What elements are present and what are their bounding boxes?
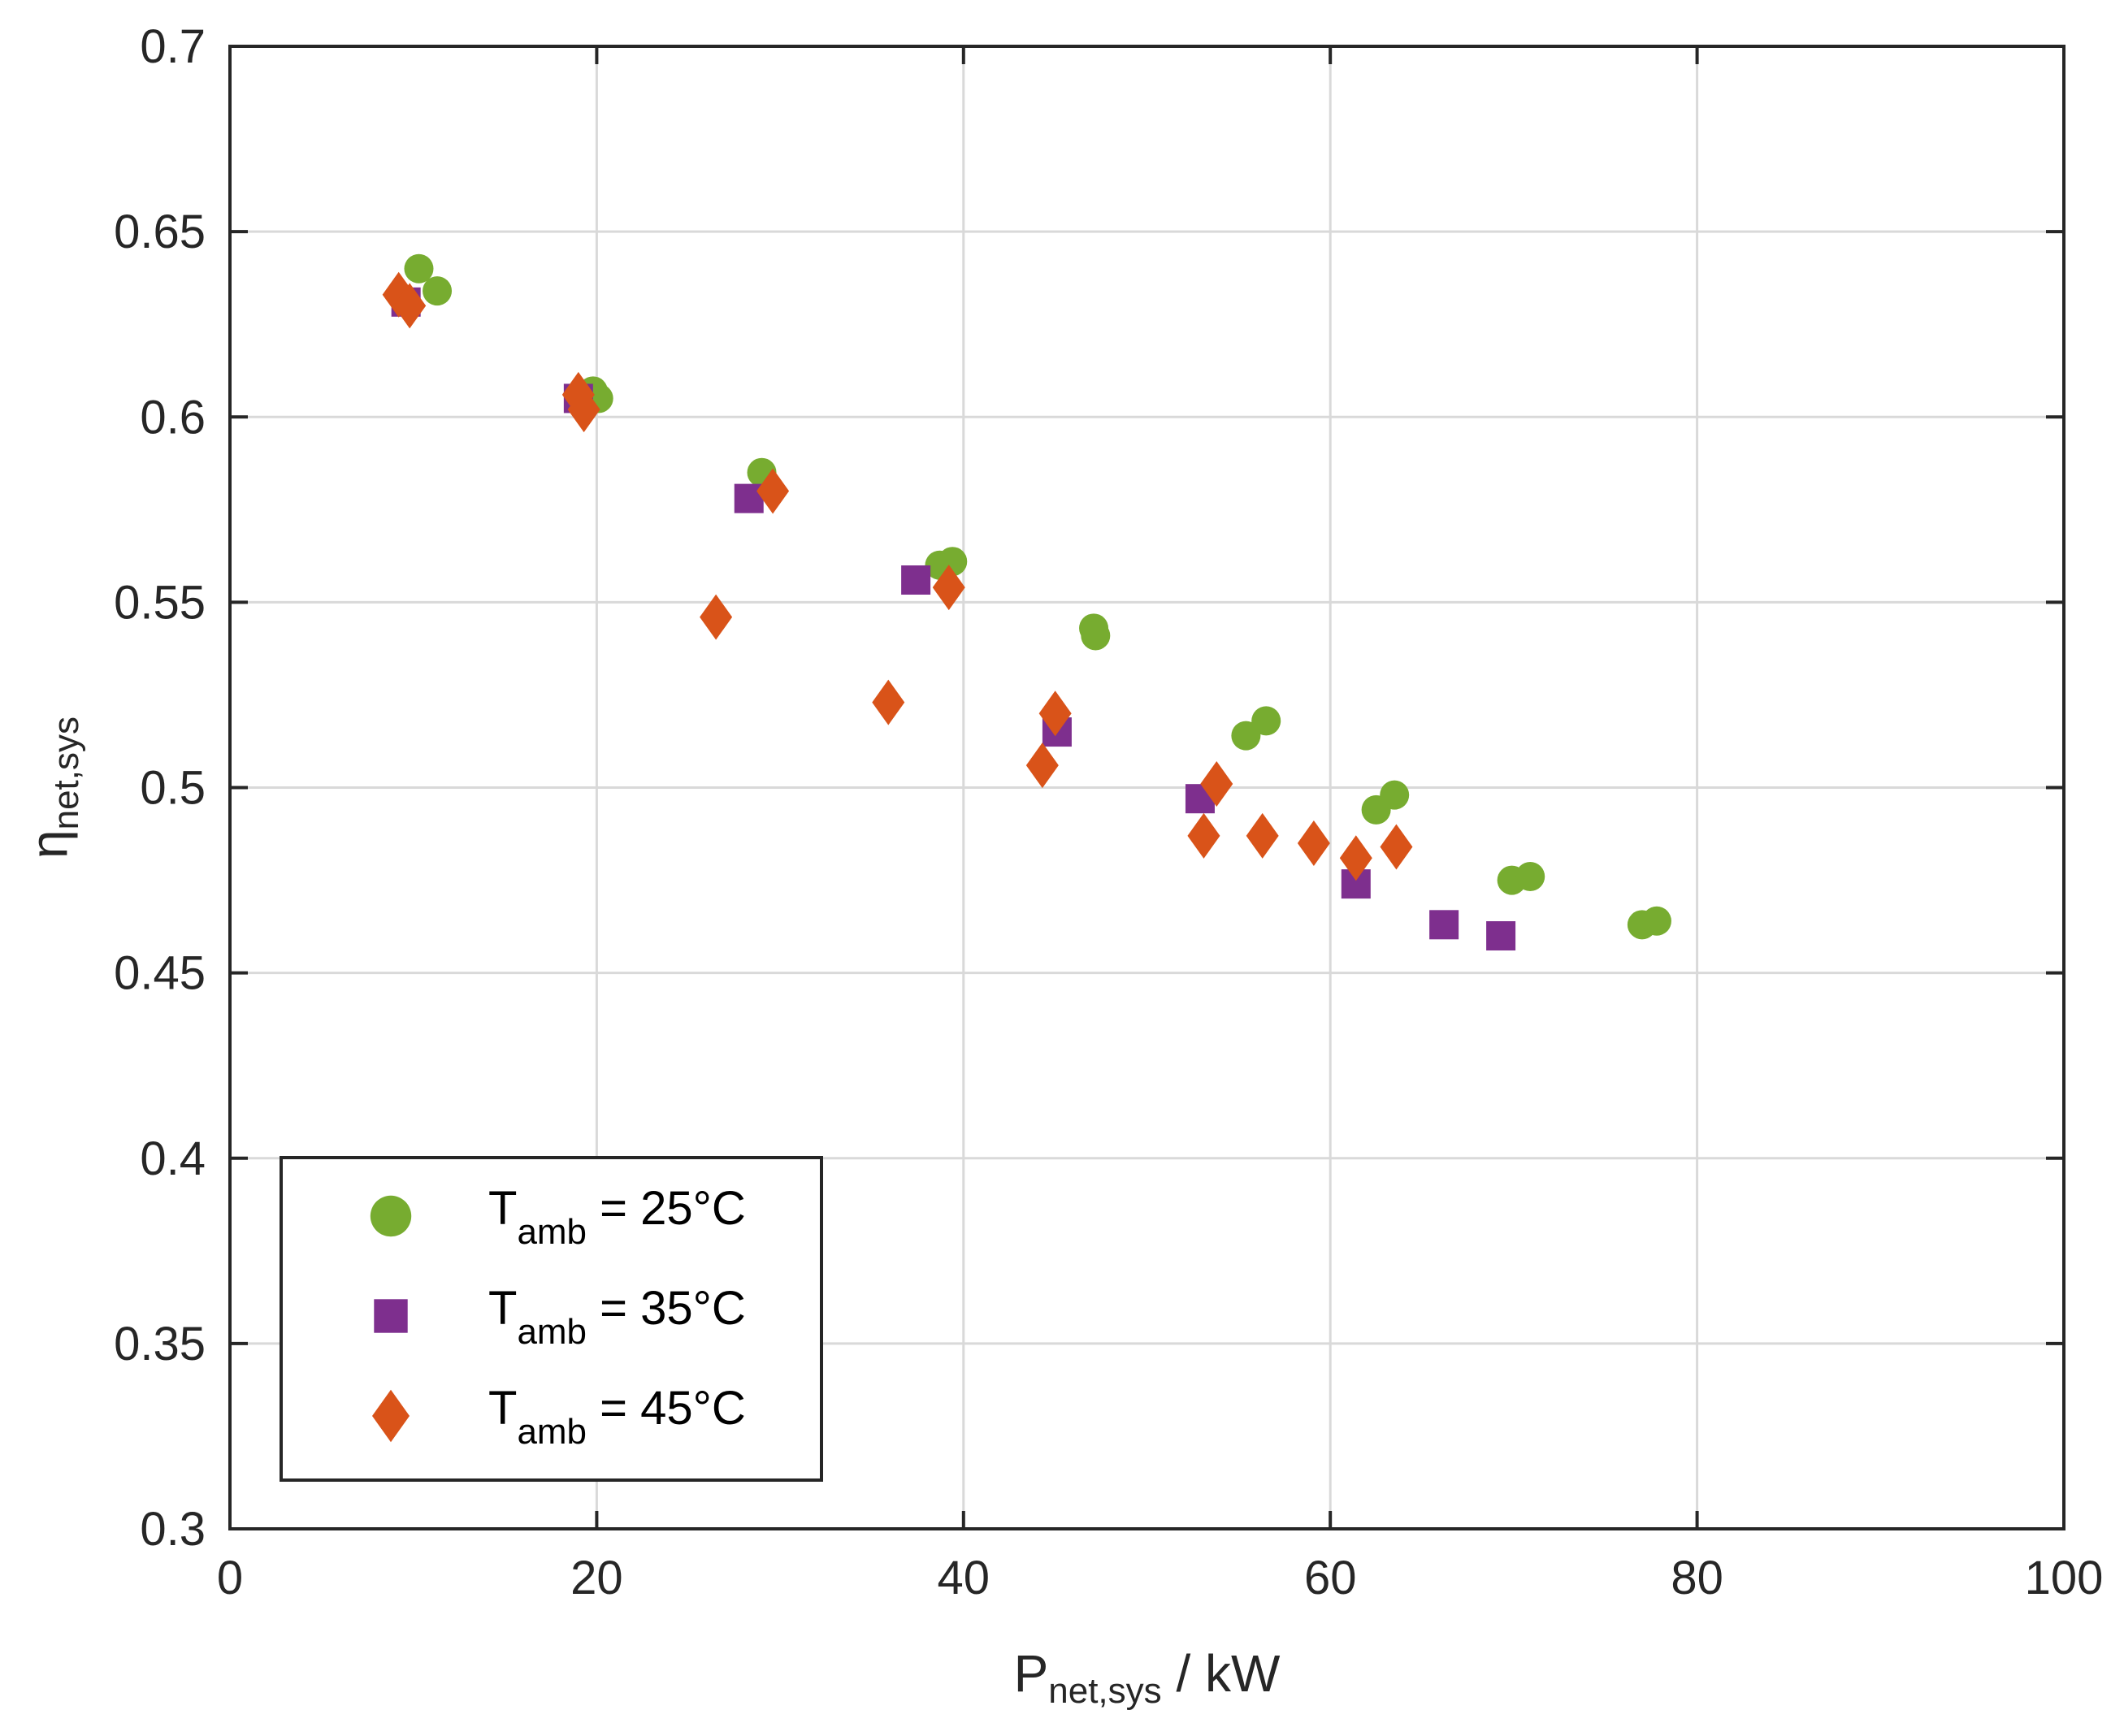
x-axis-title-main: P: [1014, 1644, 1049, 1703]
diamond-point: [393, 283, 427, 329]
x-tick-label: 100: [2025, 1552, 2104, 1604]
circle-point: [1641, 906, 1671, 936]
diamond-point: [1297, 820, 1330, 866]
legend-square-icon: [374, 1299, 408, 1333]
diamond-point: [932, 565, 965, 611]
diamond-point: [756, 468, 790, 514]
circle-point: [1515, 862, 1545, 891]
x-axis-title: Pnet,sys / kW: [1014, 1644, 1281, 1711]
y-tick-label: 0.55: [114, 576, 206, 629]
legend-label-main: T: [488, 1182, 517, 1235]
y-axis-title-main: η: [20, 829, 78, 859]
series-diamond: [382, 271, 1413, 881]
legend-label: Tamb = 35°C: [488, 1282, 746, 1352]
legend-label-sub: amb: [517, 1412, 587, 1452]
circle-point: [1380, 780, 1410, 810]
diamond-point: [1187, 812, 1220, 859]
y-axis-title: ηnet,sys: [20, 716, 86, 859]
y-axis-title-sub: net,sys: [46, 716, 86, 829]
legend-label-sub: amb: [517, 1312, 587, 1352]
y-tick-label: 0.4: [140, 1132, 206, 1185]
circle-point: [1081, 621, 1111, 651]
y-tick-label: 0.35: [114, 1318, 206, 1370]
square-point: [901, 565, 931, 595]
legend-label-suffix: = 45°C: [587, 1382, 746, 1435]
circle-point: [1251, 706, 1281, 736]
circle-point: [1231, 721, 1261, 751]
x-tick-label: 60: [1304, 1552, 1357, 1604]
x-tick-label: 80: [1671, 1552, 1723, 1604]
diamond-point: [1025, 742, 1059, 789]
y-tick-label: 0.5: [140, 762, 206, 815]
diamond-point: [567, 387, 600, 433]
diamond-point: [1038, 691, 1072, 737]
y-tick-label: 0.45: [114, 947, 206, 1000]
diamond-point: [872, 679, 905, 725]
legend-label: Tamb = 45°C: [488, 1382, 746, 1452]
y-tick-label: 0.7: [140, 20, 206, 73]
x-axis-title-suffix: / kW: [1162, 1644, 1281, 1703]
legend-diamond-icon: [372, 1389, 410, 1443]
legend-label-main: T: [488, 1382, 517, 1435]
diamond-point: [1380, 824, 1413, 870]
x-tick-label: 20: [570, 1552, 623, 1604]
circle-point: [938, 547, 968, 577]
x-tick-labels: 0 20 40 60 80 100: [217, 1552, 2104, 1604]
x-tick-label: 0: [217, 1552, 243, 1604]
circle-point: [423, 276, 453, 306]
legend-label-main: T: [488, 1282, 517, 1335]
diamond-point: [1339, 835, 1372, 881]
legend-label-suffix: = 35°C: [587, 1282, 746, 1335]
legend-label: Tamb = 25°C: [488, 1182, 746, 1252]
diamond-point: [1246, 812, 1279, 859]
data-points: [382, 253, 1671, 950]
y-tick-labels: 0.3 0.35 0.4 0.45 0.5 0.55 0.6 0.65 0.7: [114, 20, 206, 1556]
y-tick-label: 0.6: [140, 391, 206, 444]
x-tick-label: 40: [938, 1552, 990, 1604]
legend-circle-icon: [370, 1195, 412, 1237]
diamond-point: [1200, 760, 1233, 807]
circle-point: [404, 253, 434, 284]
legend-label-sub: amb: [517, 1212, 587, 1252]
y-tick-label: 0.3: [140, 1503, 206, 1556]
diamond-point: [700, 594, 733, 640]
square-point: [1429, 910, 1459, 940]
x-axis-title-sub: net,sys: [1048, 1671, 1161, 1711]
plot-frame: [228, 45, 2065, 1530]
y-tick-label: 0.65: [114, 206, 206, 258]
legend-label-suffix: = 25°C: [587, 1182, 746, 1235]
square-point: [1486, 921, 1516, 950]
